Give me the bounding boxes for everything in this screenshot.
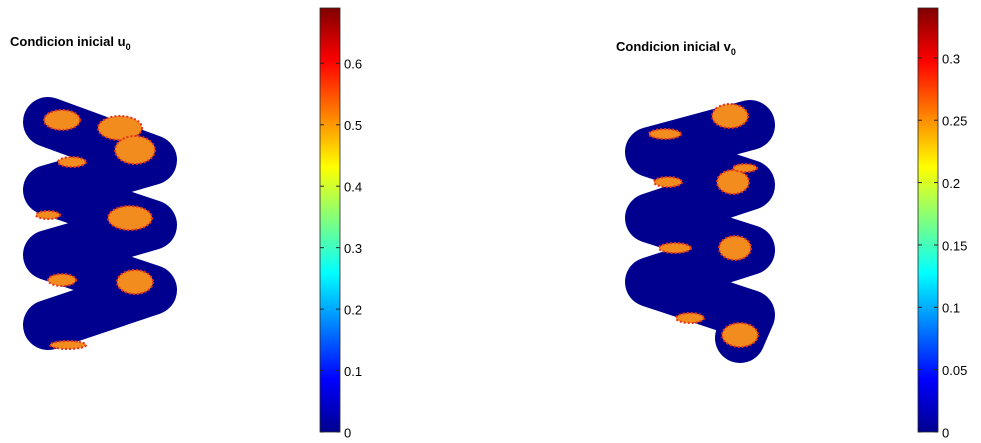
surface-patch [732,163,758,173]
surface-patch [675,312,705,324]
surface-patch [47,273,77,287]
colorbar-tick-label: 0.25 [942,114,967,129]
surface-patch [718,235,752,261]
chart-title: Condicion inicial u0 [10,34,131,52]
surface-plot [23,97,177,350]
colorbar [319,7,341,433]
surface-patch [711,103,749,129]
colorbar-tick-label: 0.2 [942,176,960,191]
title-subscript: 0 [126,42,131,52]
colorbar-tick-label: 0.4 [344,180,362,195]
colorbar-tick-label: 0.6 [344,57,362,72]
surface [23,97,177,350]
surface-patch [35,210,61,220]
surface-patch [97,115,143,141]
surface-patch [658,242,692,254]
surface-patch [57,156,87,168]
colorbar-tick-label: 0 [942,425,949,440]
surface-patch [116,269,154,295]
chart-title: Condicion inicial v0 [616,39,736,57]
colorbar-tick-label: 0 [344,425,351,440]
colorbar-tick-label: 0.2 [344,303,362,318]
colorbar-tick-label: 0.3 [942,51,960,66]
colorbar-tick-label: 0.05 [942,363,967,378]
colorbar [917,7,939,433]
title-text: Condicion inicial u [10,34,126,49]
surface-patch [114,135,156,165]
colorbar-tick-label: 0.1 [344,364,362,379]
surface-plot [625,100,775,363]
surface-patch [653,176,683,188]
surface-patch [721,322,759,348]
surface-patch [107,205,153,231]
colorbar-tick-label: 0.1 [942,301,960,316]
surface-patch [648,128,682,140]
colorbar-tick-label: 0.15 [942,238,967,253]
surface-patch [43,109,81,131]
surface [625,100,775,363]
surface-patch [49,340,87,350]
surface-patch [716,169,750,195]
title-subscript: 0 [731,47,736,57]
title-text: Condicion inicial v [616,39,732,54]
colorbar-tick-label: 0.3 [344,241,362,256]
colorbar-tick-label: 0.5 [344,118,362,133]
